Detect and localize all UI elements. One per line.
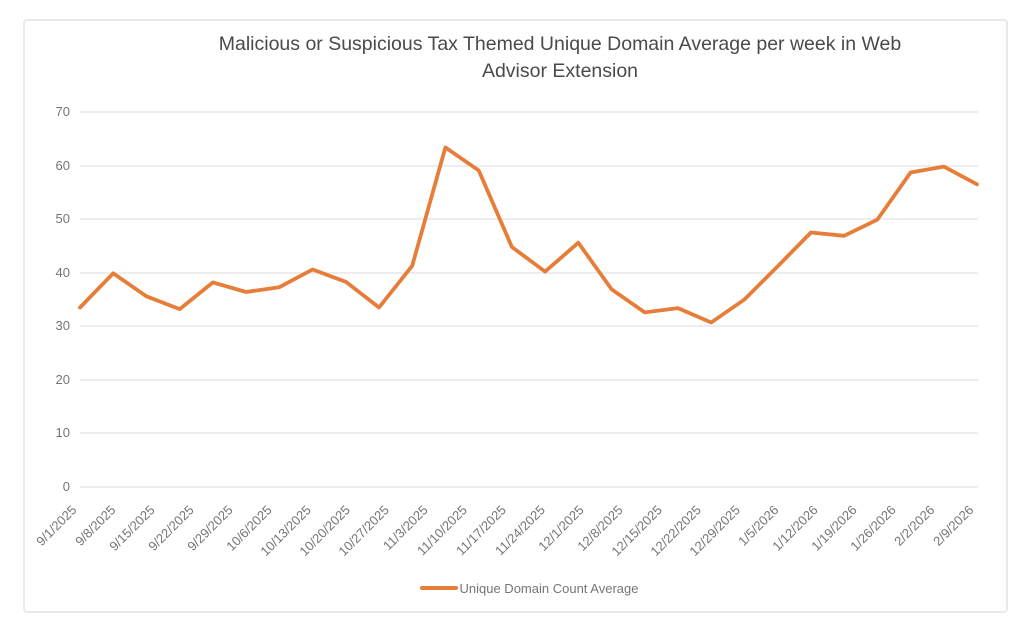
gridline: [80, 432, 978, 435]
y-tick-label: 40: [55, 264, 70, 280]
y-tick-label: 60: [55, 157, 70, 173]
y-tick-label: 10: [55, 425, 70, 441]
y-tick-label: 0: [62, 479, 70, 494]
gridline: [80, 164, 978, 167]
gridline: [80, 378, 978, 381]
y-tick-label: 70: [55, 104, 70, 119]
chart-title-line2: Advisor Extension: [481, 60, 639, 82]
gridline: [80, 486, 978, 488]
gridline: [80, 111, 978, 113]
y-tick-label: 20: [55, 371, 70, 387]
y-tick-label: 30: [55, 318, 70, 334]
legend: Unique Domain Count Average: [80, 579, 978, 597]
chart-title: Malicious or Suspicious Tax Themed Uniqu…: [115, 31, 1005, 85]
gridline: [80, 271, 978, 274]
legend-label: Unique Domain Count Average: [459, 580, 639, 596]
gridline: [80, 325, 978, 328]
gridline: [80, 218, 978, 221]
y-tick-label: 50: [55, 211, 70, 227]
legend-swatch-line: [419, 586, 458, 590]
chart-title-line1: Malicious or Suspicious Tax Themed Uniqu…: [218, 33, 902, 55]
